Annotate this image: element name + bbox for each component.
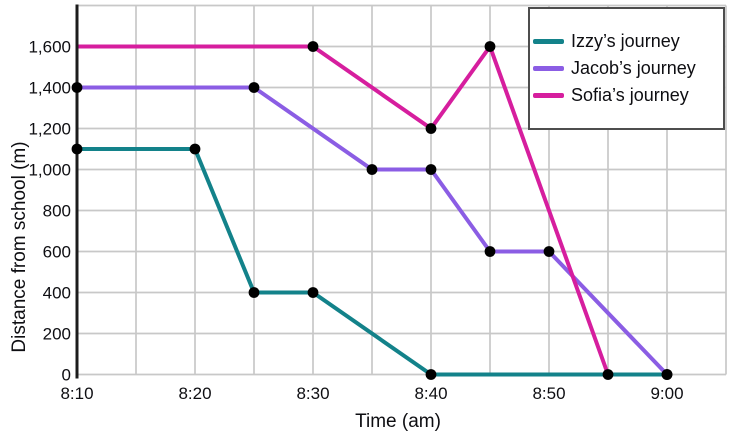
x-axis-title: Time (am) [355,411,441,432]
legend-swatch-jacob-icon [533,66,564,71]
x-tick-label: 8:10 [60,384,93,403]
x-tick-label: 8:40 [414,384,447,403]
data-point [661,369,673,380]
legend-label-izzy: Izzy’s journey [571,31,680,51]
data-point [425,369,437,380]
x-tick-label: 8:30 [296,384,329,403]
y-tick-label: 0 [62,366,71,385]
y-tick-label: 1,200 [28,120,71,139]
data-point [307,287,319,298]
y-tick-label: 1,600 [28,38,71,57]
x-tick-label: 8:50 [532,384,565,403]
data-point [425,164,437,175]
data-point [484,246,496,257]
x-tick-label: 9:00 [650,384,683,403]
legend-swatch-sofia-icon [533,93,564,98]
y-tick-label: 400 [43,284,71,303]
y-axis-title: Distance from school (m) [9,141,30,353]
legend-item-sofia: Sofia’s journey [533,82,723,109]
data-point [248,287,260,298]
legend-swatch-izzy-icon [533,39,564,44]
data-point [71,82,83,93]
data-point [484,41,496,52]
data-point [189,143,201,155]
y-tick-label: 200 [43,325,71,344]
y-tick-label: 800 [43,202,71,221]
data-point [71,143,83,155]
series-line-0 [77,147,667,377]
x-tick-label: 8:20 [178,384,211,403]
y-tick-label: 1,000 [28,161,71,180]
data-point [425,123,437,134]
legend-label-sofia: Sofia’s journey [571,85,689,105]
legend-item-izzy: Izzy’s journey [533,28,723,55]
legend-item-jacob: Jacob’s journey [533,55,723,82]
data-point [543,246,555,257]
data-point [602,369,614,380]
y-tick-label: 600 [43,243,71,262]
y-tick-label: 1,400 [28,79,71,98]
legend: Izzy’s journey Jacob’s journey Sofia’s j… [528,7,725,130]
data-point [366,164,378,175]
data-point [307,41,319,52]
legend-label-jacob: Jacob’s journey [571,58,696,78]
data-point [248,82,260,93]
